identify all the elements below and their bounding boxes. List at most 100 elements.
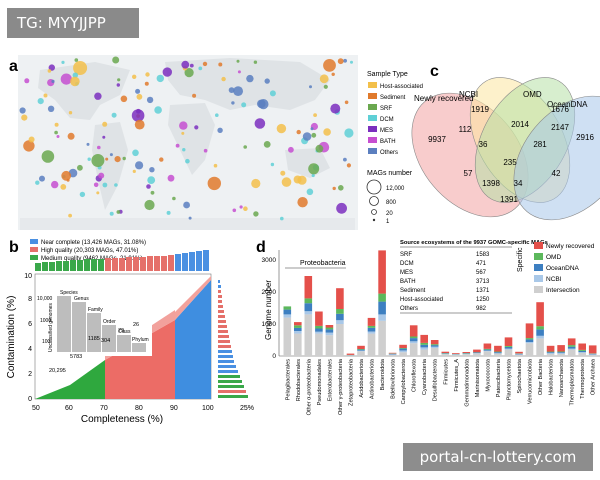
legend-label-others: Others: [380, 150, 398, 156]
sample-site-marker: [135, 88, 141, 94]
bar-segment-oceandna: [525, 339, 534, 342]
sample-site-marker: [276, 123, 287, 134]
source-row-others: Others: [400, 306, 418, 312]
inset-value-labels: 20,295 5783 1185 304 79 26: [49, 322, 139, 374]
bar-segment-intersection: [452, 354, 460, 356]
bar-segment-newly-recovered: [515, 351, 523, 354]
legend-swatch-medium-quality: [30, 255, 38, 260]
genome-category-label: Other Archaea: [591, 358, 597, 395]
venn-count-new-ncbi-omd: 36: [479, 140, 488, 149]
bar-segment-oceandna: [315, 328, 323, 332]
bar-segment-omd: [357, 349, 365, 350]
sample-site-marker: [338, 185, 344, 191]
bar-segment-oceandna: [462, 353, 471, 354]
bar-segment-intersection: [336, 324, 344, 356]
proteobacteria-group-label: Proteobacteria: [300, 260, 346, 267]
sample-site-marker: [251, 178, 261, 189]
source-ecosystem-table: Source ecosystems of the 9937 GOMC-speci…: [400, 240, 548, 314]
source-row-mes: MES: [400, 270, 413, 276]
size-marker-medium: [369, 196, 379, 206]
scatter-xticks: 50 60 70 80 90 100: [32, 405, 214, 412]
bar-segment-newly-recovered: [494, 345, 502, 352]
sample-site-marker: [41, 150, 55, 163]
source-row-srf: SRF: [400, 252, 412, 258]
inset-ytick-100: 100: [42, 339, 51, 345]
xtick-90: 90: [170, 405, 178, 412]
sample-site-marker: [97, 145, 101, 150]
venn-count-new-omd-oceandna: 34: [514, 179, 523, 188]
xtick-70: 70: [100, 405, 108, 412]
bar-segment-intersection: [536, 338, 544, 356]
bar-segment-omd: [525, 338, 534, 340]
sample-site-marker: [343, 157, 347, 162]
bar-segment-ncbi: [546, 353, 555, 354]
sample-site-marker: [221, 76, 226, 82]
bar-segment-oceandna: [283, 309, 292, 315]
sample-site-marker: [344, 100, 349, 105]
ytick-0: 0: [28, 396, 32, 403]
sample-site-marker: [237, 70, 241, 74]
legend-swatch-mes: [368, 126, 377, 132]
bar-segment-intersection: [346, 355, 355, 356]
completeness-histogram: [35, 250, 209, 271]
sample-site-marker: [182, 148, 186, 152]
bar-segment-newly-recovered: [452, 353, 460, 354]
scatter-xlabel: Completeness (%): [81, 414, 163, 425]
sample-site-marker: [146, 184, 151, 189]
bar-segment-newly-recovered: [567, 338, 576, 346]
sample-site-marker: [154, 106, 162, 114]
sample-site-marker: [231, 101, 235, 105]
venn-count-ncbi-only: 1919: [471, 105, 489, 114]
source-row-dcm: DCM: [400, 261, 414, 267]
sample-site-marker: [233, 86, 244, 96]
bar-segment-omd: [315, 325, 323, 329]
sample-site-marker: [102, 182, 108, 188]
bar-segment-oceandna: [336, 313, 344, 321]
sample-site-marker: [21, 114, 28, 121]
source-row-host-associated: Host-associated: [400, 297, 443, 303]
bar-segment-oceandna: [546, 352, 555, 354]
inset-value-family: 1185: [88, 336, 100, 342]
bar-segment-newly-recovered: [399, 344, 407, 348]
sample-site-marker: [144, 199, 155, 211]
bar-segment-intersection: [504, 349, 513, 356]
bar-segment-oceandna: [483, 349, 492, 351]
inset-cat-genus: Genus: [74, 296, 89, 302]
genome-category-label: Patescibacteria: [496, 358, 502, 397]
legend-swatch-sediment: [368, 93, 377, 99]
venn-label-omd: OMD: [523, 90, 542, 99]
bar-segment-intersection: [557, 353, 565, 356]
genome-stacked-bars: [283, 250, 597, 356]
sample-site-marker: [254, 118, 266, 129]
ytick-6: 6: [28, 321, 32, 328]
bar-segment-intersection: [578, 352, 586, 356]
bar-segment-newly-recovered: [378, 250, 386, 294]
source-value-dcm: 471: [476, 261, 487, 267]
genome-category-label: Chloroflexota: [412, 358, 418, 392]
bar-segment-omd: [420, 342, 428, 345]
size-marker-small: [371, 209, 377, 215]
legend-label-srf: SRF: [380, 106, 392, 112]
inset-ytick-10000: 10,000: [37, 296, 53, 302]
sample-site-marker: [66, 178, 70, 182]
bar-segment-ncbi: [294, 331, 302, 334]
inset-bar-order: [102, 325, 116, 352]
legend-label-dcm: DCM: [380, 117, 394, 123]
legend-label-newly-recovered: Newly recovered: [546, 243, 595, 250]
bar-segment-newly-recovered: [388, 352, 397, 354]
bar-segment-newly-recovered: [357, 345, 365, 349]
bar-segment-omd: [557, 351, 565, 353]
genome-category-label: Thermoplasmatota: [570, 358, 576, 406]
legend-label-near-complete: Near complete (13,426 MAGs, 31.08%): [41, 240, 146, 246]
inset-bar-phylum: [132, 343, 146, 352]
sample-site-marker: [319, 74, 329, 84]
venn-count-new-ncbi-oceandna: 1398: [482, 179, 500, 188]
sample-site-marker: [310, 127, 314, 131]
sample-site-marker: [122, 156, 126, 161]
inset-bar-genus: [72, 302, 86, 352]
sample-site-marker: [243, 145, 247, 149]
bar-segment-ncbi: [357, 350, 365, 352]
bar-segment-oceandna: [578, 350, 586, 353]
genome-category-labels: Pelagibacterales Rhodobacterales Other α-p…: [285, 358, 596, 415]
panel-d-label: d: [256, 239, 266, 256]
